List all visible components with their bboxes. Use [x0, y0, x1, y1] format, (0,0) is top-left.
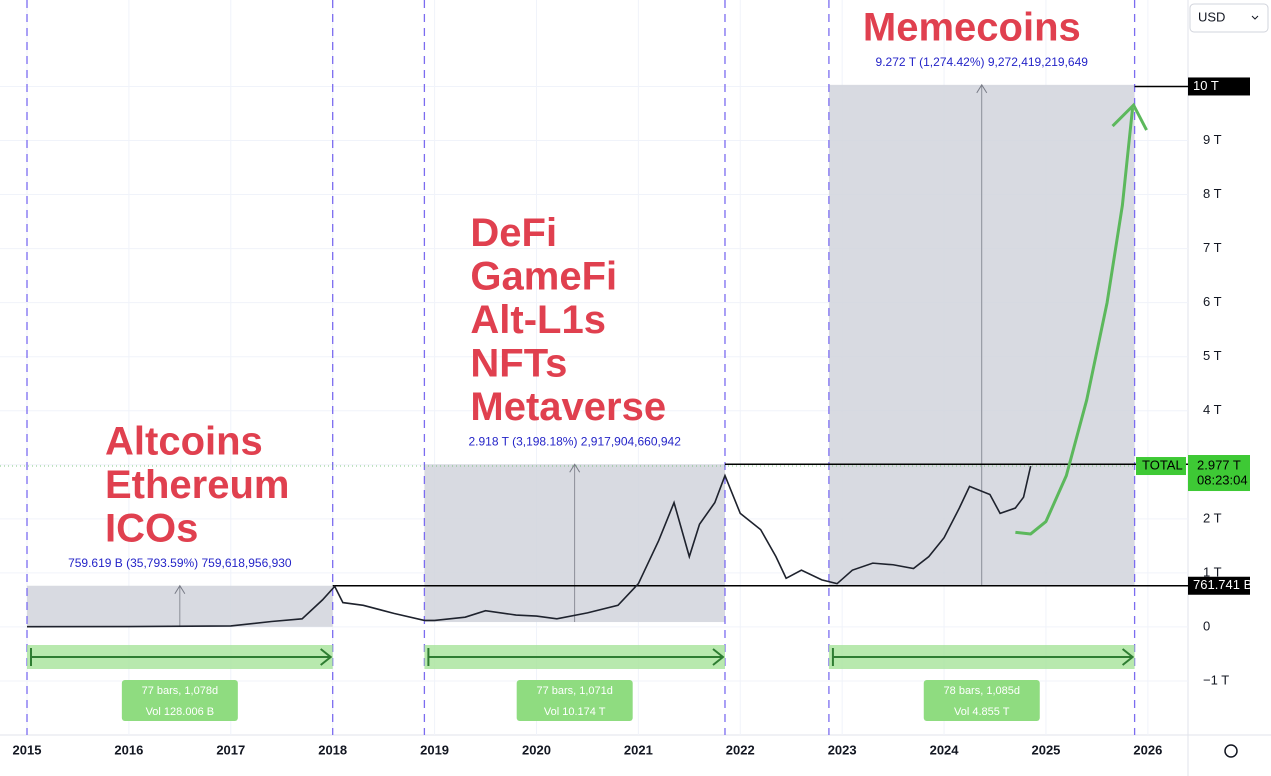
x-tick-label: 2015 — [13, 742, 42, 757]
currency-label: USD — [1198, 9, 1225, 24]
x-tick-label: 2021 — [624, 742, 653, 757]
projection-head — [1111, 102, 1148, 131]
range-measure: 759.619 B (35,793.59%) 759,618,956,930 — [68, 556, 292, 570]
x-tick-label: 2017 — [216, 742, 245, 757]
y-tick-label: 9 T — [1203, 132, 1222, 147]
x-tick-label: 2025 — [1031, 742, 1060, 757]
y-tick-label: 5 T — [1203, 348, 1222, 363]
narrative-label: Altcoins — [105, 419, 263, 463]
x-tick-label: 2023 — [828, 742, 857, 757]
date-range-label: Vol 10.174 T — [544, 706, 606, 718]
y-tick-label: −1 T — [1203, 672, 1229, 687]
y-tick-label: 0 — [1203, 618, 1210, 633]
projection-curve — [1015, 107, 1135, 536]
settings-icon[interactable] — [1224, 744, 1238, 758]
range-measure: 2.918 T (3,198.18%) 2,917,904,660,942 — [468, 434, 681, 448]
y-tick-label: 4 T — [1203, 402, 1222, 417]
y-tick-label: 1 T — [1203, 564, 1222, 579]
range-measure: 9.272 T (1,274.42%) 9,272,419,219,649 — [876, 55, 1089, 69]
narrative-label: Memecoins — [863, 5, 1081, 49]
x-tick-label: 2024 — [930, 742, 960, 757]
narrative-label: GameFi — [470, 254, 617, 298]
date-range-label: Vol 128.006 B — [146, 706, 215, 718]
x-tick-label: 2018 — [318, 742, 347, 757]
price-line — [27, 465, 1032, 628]
last-value: 2.977 T — [1197, 457, 1241, 472]
x-tick-label: 2016 — [114, 742, 143, 757]
date-range-box — [121, 680, 238, 721]
y-tick-label: 6 T — [1203, 294, 1222, 309]
narrative-label: Ethereum — [105, 463, 290, 507]
level-tag — [1188, 77, 1250, 96]
date-range-box — [923, 680, 1040, 721]
countdown: 08:23:04 — [1197, 472, 1248, 487]
last-name: TOTAL — [1142, 457, 1183, 472]
range-arrow-head — [174, 584, 186, 595]
date-range-box — [516, 680, 633, 721]
range-arrow-head — [569, 463, 581, 473]
date-range-label: 78 bars, 1,085d — [944, 685, 1020, 697]
range-arrow-head — [976, 83, 988, 94]
y-tick-label: 2 T — [1203, 510, 1222, 525]
last-tag — [1188, 455, 1250, 492]
level-tag — [1188, 576, 1250, 595]
dropdown-icon — [1251, 15, 1259, 20]
narrative-label: ICOs — [105, 506, 198, 550]
narrative-label: Alt-L1s — [470, 298, 606, 342]
narrative-label: Metaverse — [470, 385, 666, 429]
x-tick-label: 2022 — [726, 742, 755, 757]
date-range-label: 77 bars, 1,078d — [142, 685, 218, 697]
x-tick-label: 2020 — [522, 742, 551, 757]
narrative-label: NFTs — [470, 341, 567, 385]
last-name-tag — [1136, 457, 1186, 476]
date-range-head — [320, 648, 333, 666]
narrative-label: DeFi — [470, 211, 557, 255]
x-tick-label: 2026 — [1133, 742, 1162, 757]
currency-select[interactable] — [1189, 3, 1269, 33]
date-range-label: Vol 4.855 T — [954, 706, 1010, 718]
x-tick-label: 2019 — [420, 742, 449, 757]
level-label: 761.741 B — [1193, 577, 1252, 592]
date-range-head — [712, 648, 725, 666]
level-label: 10 T — [1193, 78, 1219, 93]
y-tick-label: 7 T — [1203, 240, 1222, 255]
date-range-label: 77 bars, 1,071d — [536, 685, 612, 697]
date-range-head — [1121, 648, 1135, 666]
y-tick-label: 8 T — [1203, 186, 1222, 201]
